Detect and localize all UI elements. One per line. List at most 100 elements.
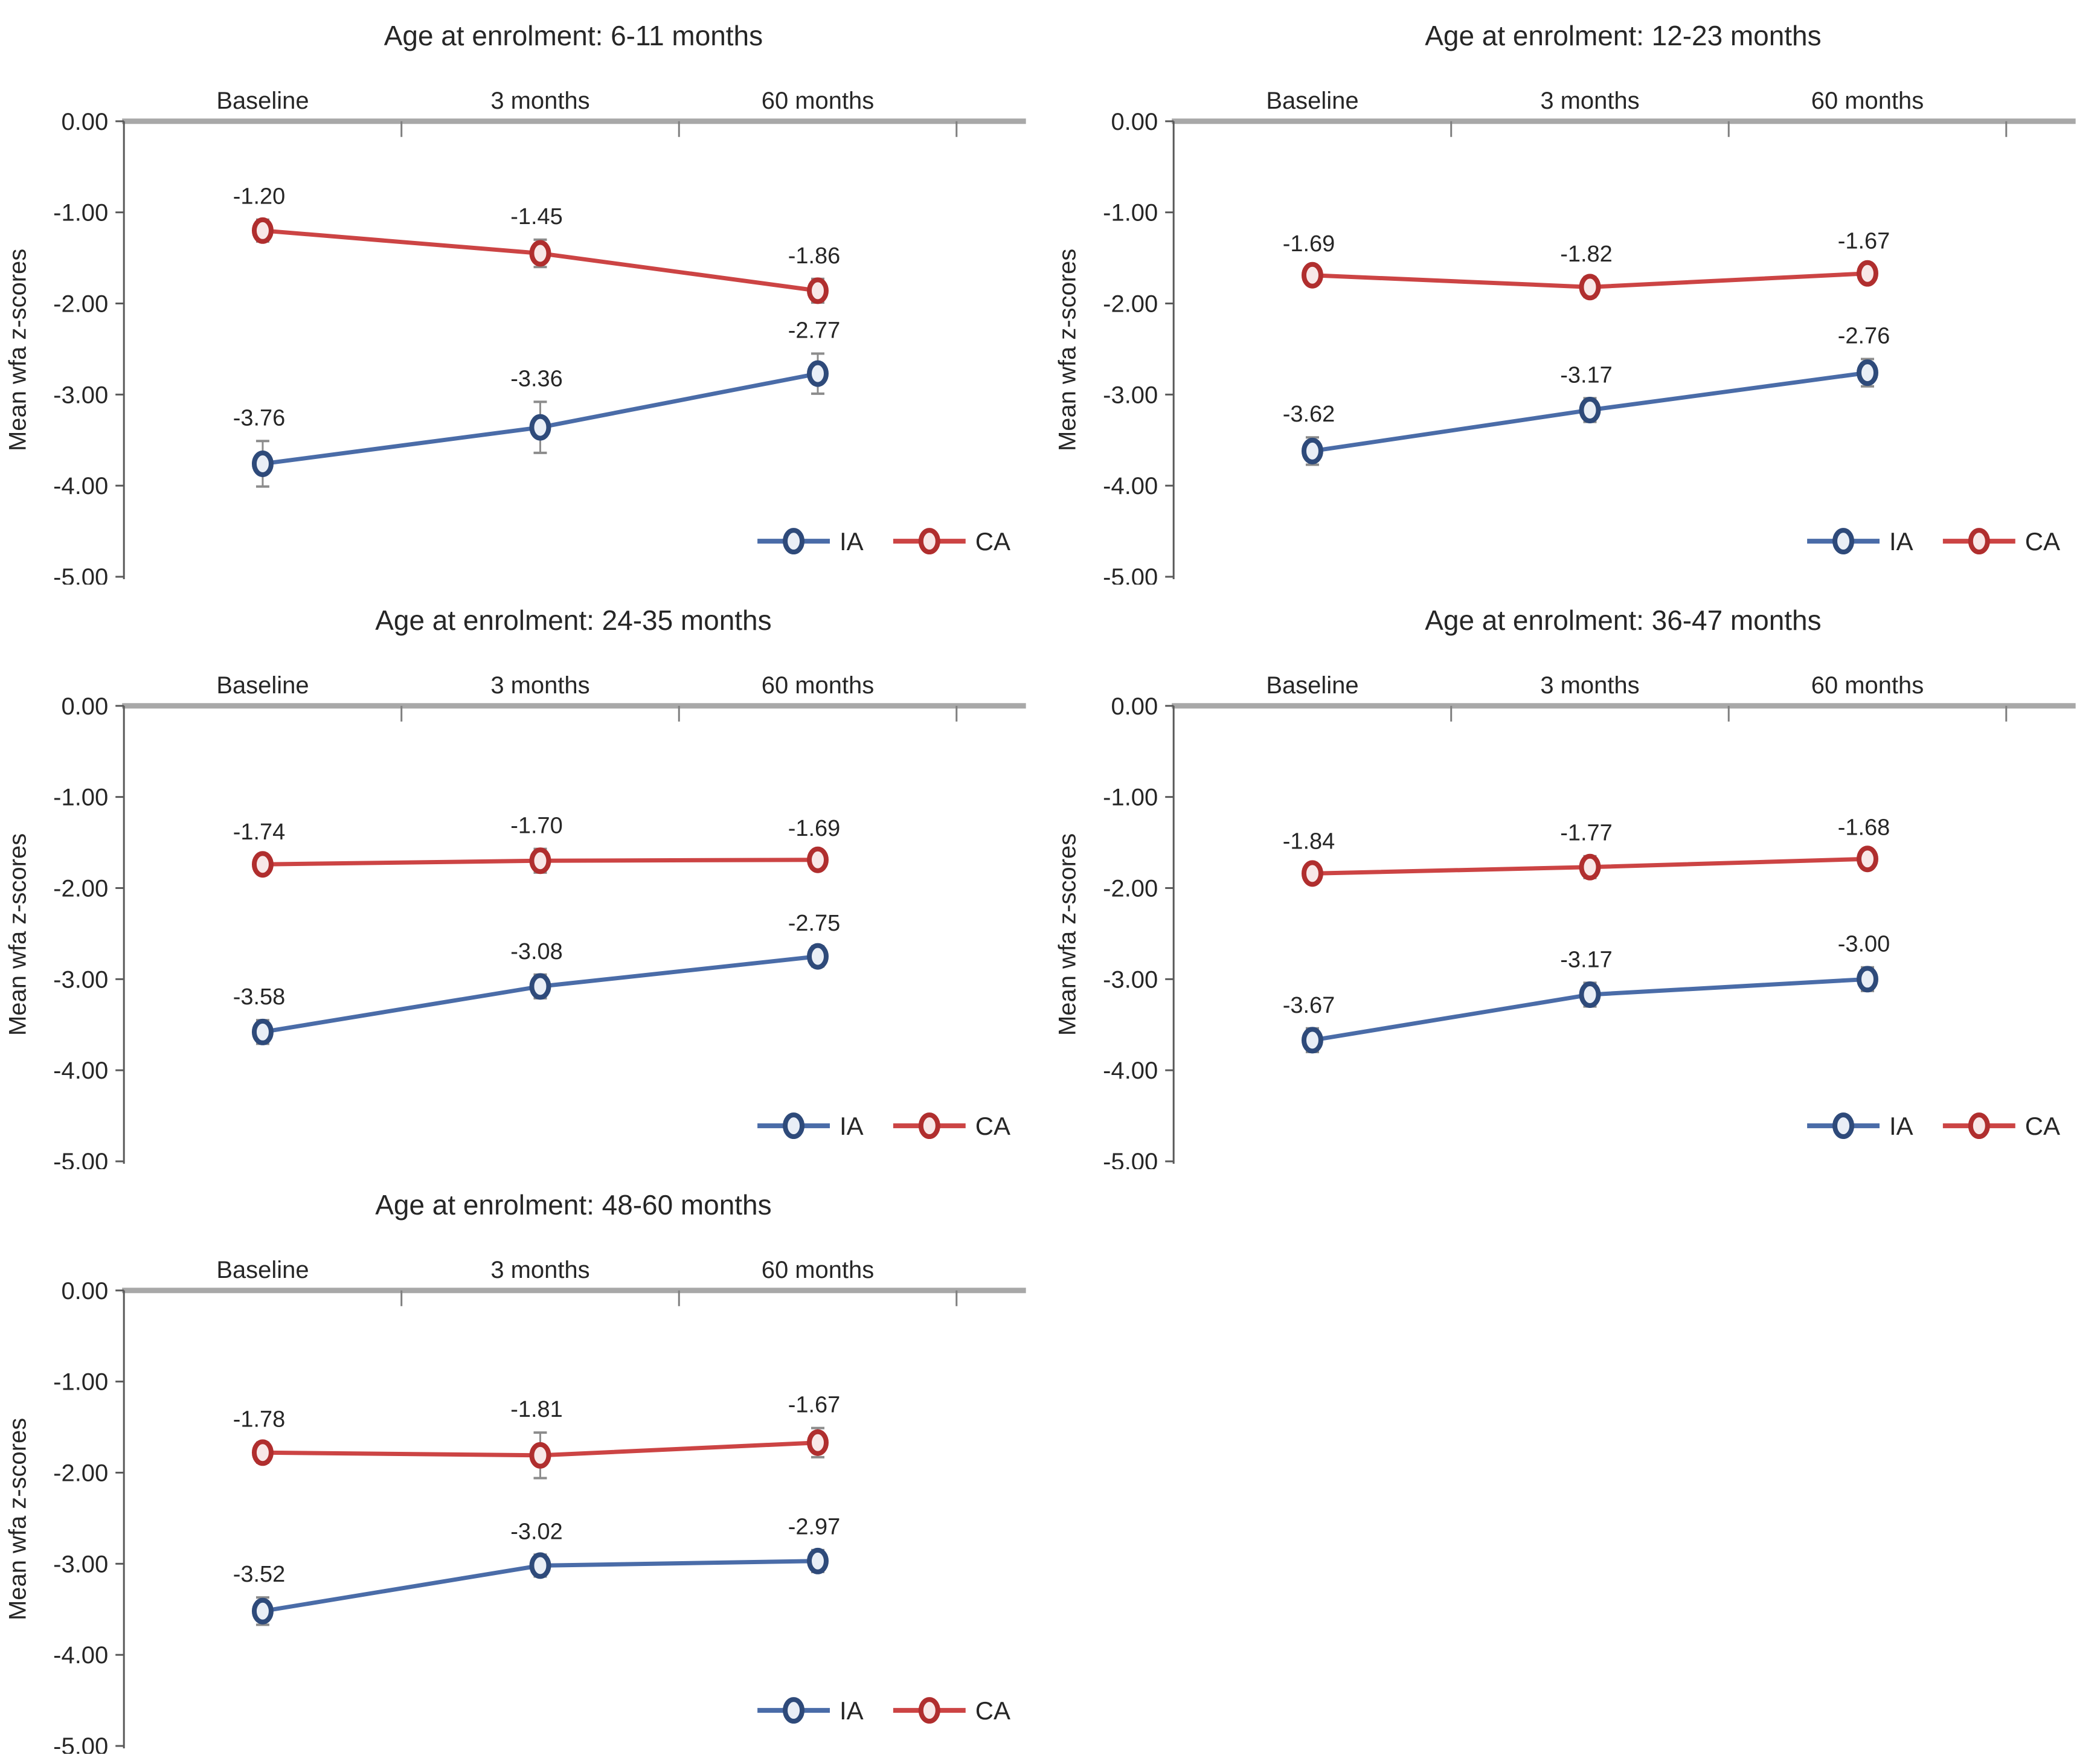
- x-category-label: 60 months: [762, 672, 874, 699]
- legend-ca-marker: [918, 1112, 940, 1140]
- ca-marker: [1579, 853, 1601, 881]
- ia-marker: [1301, 1027, 1323, 1054]
- y-tick-label: -4.00: [1103, 1057, 1158, 1084]
- legend-ia-label: IA: [1889, 1112, 1913, 1140]
- legend-ca-label: CA: [975, 1696, 1010, 1725]
- y-tick-label: -1.00: [53, 200, 108, 226]
- ca-data-label: -1.20: [233, 184, 286, 210]
- y-tick-label: -2.00: [1103, 875, 1158, 902]
- legend-ca-label: CA: [2025, 1112, 2060, 1140]
- ia-data-label: -2.77: [788, 318, 841, 343]
- chart-panel-36-47-months: Age at enrolment: 36-47 months Baseline 3 …: [1054, 605, 2076, 1169]
- ia-marker: [529, 973, 551, 1000]
- ia-marker: [251, 1597, 274, 1625]
- y-tick-label: -1.00: [1103, 200, 1158, 226]
- empty-panel: [1050, 1169, 2099, 1754]
- ia-data-label: -3.52: [233, 1562, 286, 1587]
- x-category-label: Baseline: [1266, 672, 1358, 699]
- ca-marker: [251, 217, 274, 244]
- ca-data-label: -1.78: [233, 1407, 286, 1433]
- y-tick-label: 0.00: [61, 1278, 108, 1304]
- x-category-label: 3 months: [1540, 672, 1639, 699]
- y-tick-label: 0.00: [1111, 109, 1158, 135]
- chart-title: Age at enrolment: 12-23 months: [1425, 20, 1821, 51]
- ia-data-label: -3.00: [1838, 932, 1890, 957]
- y-tick-label: 0.00: [61, 693, 108, 720]
- chart-panel-12-23-months: Age at enrolment: 12-23 months Baseline 3 …: [1054, 20, 2076, 585]
- ca-data-label: -1.84: [1283, 829, 1335, 854]
- legend-ia-label: IA: [840, 1696, 864, 1725]
- chart-title: Age at enrolment: 24-35 months: [375, 605, 771, 636]
- ia-marker: [807, 360, 829, 387]
- y-tick-label: -3.00: [53, 966, 108, 993]
- y-tick-label: -4.00: [53, 473, 108, 499]
- ca-data-label: -1.69: [1283, 231, 1335, 257]
- legend-ia-marker: [1832, 1112, 1855, 1140]
- x-category-label: 60 months: [1811, 672, 1924, 699]
- ca-data-label: -1.74: [233, 820, 286, 845]
- chart-title: Age at enrolment: 6-11 months: [384, 20, 763, 51]
- y-tick-label: -4.00: [53, 1057, 108, 1084]
- chart-panel-6-11-months: Age at enrolment: 6-11 months Baseline 3 m…: [4, 20, 1026, 585]
- x-category-label: 3 months: [490, 672, 589, 699]
- ca-data-label: -1.67: [788, 1393, 841, 1418]
- y-axis-title: Mean wfa z-scores: [1054, 833, 1081, 1036]
- y-tick-label: -2.00: [1103, 290, 1158, 317]
- ia-marker: [251, 450, 274, 477]
- legend-ca-marker: [1968, 528, 1990, 555]
- y-tick-label: -2.00: [53, 290, 108, 317]
- ia-data-label: -3.17: [1560, 362, 1613, 388]
- ca-marker: [529, 240, 551, 267]
- x-category-label: Baseline: [1266, 88, 1358, 114]
- ca-marker: [529, 1442, 551, 1469]
- ia-data-label: -3.67: [1283, 993, 1335, 1018]
- y-tick-label: -4.00: [53, 1642, 108, 1669]
- legend-ca-label: CA: [975, 1112, 1010, 1140]
- ia-marker: [1857, 966, 1878, 993]
- chart-title: Age at enrolment: 48-60 months: [375, 1189, 771, 1221]
- x-category-label: 60 months: [1811, 88, 1924, 114]
- ia-marker: [1857, 359, 1878, 387]
- y-axis-title: Mean wfa z-scores: [1054, 249, 1081, 451]
- ca-marker: [1301, 860, 1323, 887]
- y-tick-label: -4.00: [1103, 473, 1158, 499]
- chart-cell-36-47-months: Age at enrolment: 36-47 months Baseline 3 …: [1050, 585, 2099, 1169]
- legend-ca-label: CA: [2025, 527, 2060, 556]
- y-tick-label: -5.00: [53, 1733, 108, 1754]
- y-tick-label: -1.00: [1103, 784, 1158, 811]
- ca-data-label: -1.77: [1560, 821, 1613, 846]
- legend-ca-label: CA: [975, 527, 1010, 556]
- ia-marker: [807, 1547, 829, 1574]
- chart-cell-6-11-months: Age at enrolment: 6-11 months Baseline 3 m…: [0, 0, 1050, 585]
- legend-ia-label: IA: [840, 527, 864, 556]
- y-tick-label: -3.00: [1103, 966, 1158, 993]
- ia-marker: [529, 1552, 551, 1579]
- y-tick-label: -3.00: [53, 1551, 108, 1577]
- ia-data-label: -2.75: [788, 911, 841, 936]
- ca-marker: [807, 277, 829, 304]
- ia-data-label: -3.36: [510, 366, 563, 391]
- ca-data-label: -1.82: [1560, 242, 1613, 267]
- chart-panel-48-60-months: Age at enrolment: 48-60 months Baseline 3 …: [4, 1189, 1026, 1754]
- legend-ca-marker: [918, 528, 940, 555]
- ca-data-label: -1.68: [1838, 815, 1890, 841]
- legend-ia-marker: [783, 1112, 805, 1140]
- ia-data-label: -3.02: [510, 1519, 563, 1544]
- ia-data-label: -3.76: [233, 405, 286, 431]
- x-category-label: 60 months: [762, 88, 874, 114]
- ia-marker: [807, 943, 829, 970]
- x-category-label: 3 months: [490, 1257, 589, 1283]
- y-tick-label: -1.00: [53, 1369, 108, 1396]
- legend-ia-marker: [783, 1697, 805, 1724]
- y-axis-title: Mean wfa z-scores: [4, 249, 31, 451]
- y-tick-label: -5.00: [1103, 1149, 1158, 1169]
- y-tick-label: -3.00: [53, 382, 108, 408]
- chart-cell-12-23-months: Age at enrolment: 12-23 months Baseline 3 …: [1050, 0, 2099, 585]
- ia-marker: [1301, 437, 1323, 464]
- ia-data-label: -3.17: [1560, 947, 1613, 972]
- ca-data-label: -1.81: [510, 1397, 563, 1422]
- ia-marker: [1579, 981, 1601, 1008]
- ca-data-label: -1.86: [788, 243, 841, 269]
- chart-cell-48-60-months: Age at enrolment: 48-60 months Baseline 3 …: [0, 1169, 1050, 1754]
- ia-marker: [529, 414, 551, 441]
